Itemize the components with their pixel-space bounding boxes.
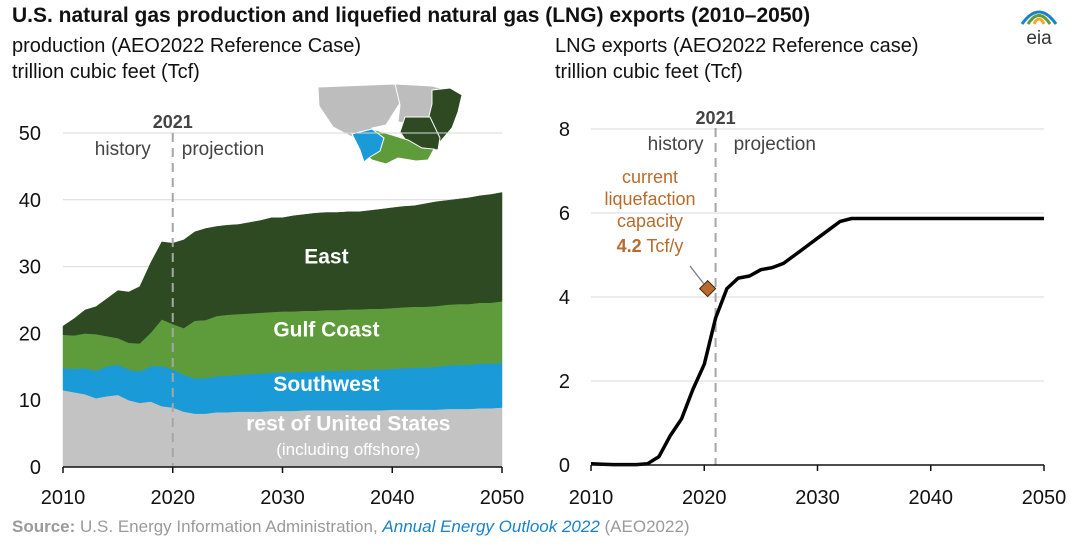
- history-label: history: [648, 134, 704, 155]
- source-link[interactable]: Annual Energy Outlook 2022: [382, 517, 600, 536]
- left-subtitle-line-2: trillion cubic feet (Tcf): [12, 61, 200, 83]
- x-tick-label: 2020: [682, 487, 727, 509]
- x-tick-label: 2010: [569, 487, 614, 509]
- annotation-line: liquefaction: [604, 189, 695, 209]
- annotation-value: 4.2: [617, 236, 642, 256]
- y-tick-label: 0: [559, 455, 570, 477]
- x-tick-label: 2050: [480, 487, 525, 509]
- source-note: Source: U.S. Energy Information Administ…: [12, 517, 690, 537]
- y-tick-label: 4: [559, 287, 570, 309]
- x-tick-label: 2010: [41, 487, 86, 509]
- chart-title: U.S. natural gas production and liquefie…: [12, 4, 811, 27]
- projection-label: projection: [734, 134, 816, 155]
- y-tick-label: 30: [19, 257, 41, 279]
- annotation-line: current: [622, 167, 678, 187]
- annotation-value-line: 4.2 Tcf/y: [617, 236, 684, 256]
- y-tick-label: 10: [19, 390, 41, 412]
- rest-label: rest of United States: [246, 412, 450, 435]
- annotation-unit: Tcf/y: [642, 236, 684, 256]
- southwest-label: Southwest: [273, 373, 379, 396]
- source-label: Source:: [12, 517, 76, 536]
- eia-logo: eia: [1020, 10, 1058, 48]
- annotation-leader: [689, 265, 705, 284]
- rest-sublabel: (including offshore): [276, 440, 420, 459]
- source-suffix: (AEO2022): [604, 517, 690, 536]
- us-regions-map: [317, 83, 463, 165]
- y-tick-label: 0: [30, 457, 41, 479]
- lng-exports-line: [590, 216, 1044, 467]
- y-tick-label: 50: [19, 123, 41, 145]
- source-text: U.S. Energy Information Administration,: [80, 517, 378, 536]
- annotation-line: capacity: [617, 211, 683, 231]
- left-panel-subtitle: production (AEO2022 Reference Case) tril…: [12, 33, 361, 85]
- capacity-marker: [698, 279, 717, 298]
- y-tick-label: 2: [559, 371, 570, 393]
- logo-text: eia: [1026, 28, 1052, 48]
- x-tick-label: 2030: [795, 487, 840, 509]
- history-label: history: [95, 139, 151, 160]
- divider-year-label: 2021: [696, 108, 736, 128]
- east-label: East: [304, 245, 348, 268]
- right-subtitle-line-1: LNG exports (AEO2022 Reference case): [555, 35, 919, 57]
- right-panel-subtitle: LNG exports (AEO2022 Reference case) tri…: [555, 33, 919, 85]
- y-tick-label: 8: [559, 119, 570, 141]
- right-subtitle-line-2: trillion cubic feet (Tcf): [555, 61, 743, 83]
- lng-panel: 0 2 4 6 8 2021 history projection currentliquefa…: [559, 108, 1066, 509]
- y-tick-label: 20: [19, 323, 41, 345]
- projection-label: projection: [182, 139, 264, 160]
- x-tick-label: 2050: [1022, 487, 1067, 509]
- y-tick-label: 40: [19, 190, 41, 212]
- x-tick-label: 2020: [151, 487, 196, 509]
- x-tick-label: 2030: [260, 487, 305, 509]
- divider-year-label: 2021: [153, 112, 193, 132]
- x-tick-label: 2040: [909, 487, 954, 509]
- x-tick-label: 2040: [370, 487, 415, 509]
- left-subtitle-line-1: production (AEO2022 Reference Case): [12, 35, 362, 57]
- gulf-coast-label: Gulf Coast: [273, 319, 379, 342]
- y-tick-label: 6: [559, 203, 570, 225]
